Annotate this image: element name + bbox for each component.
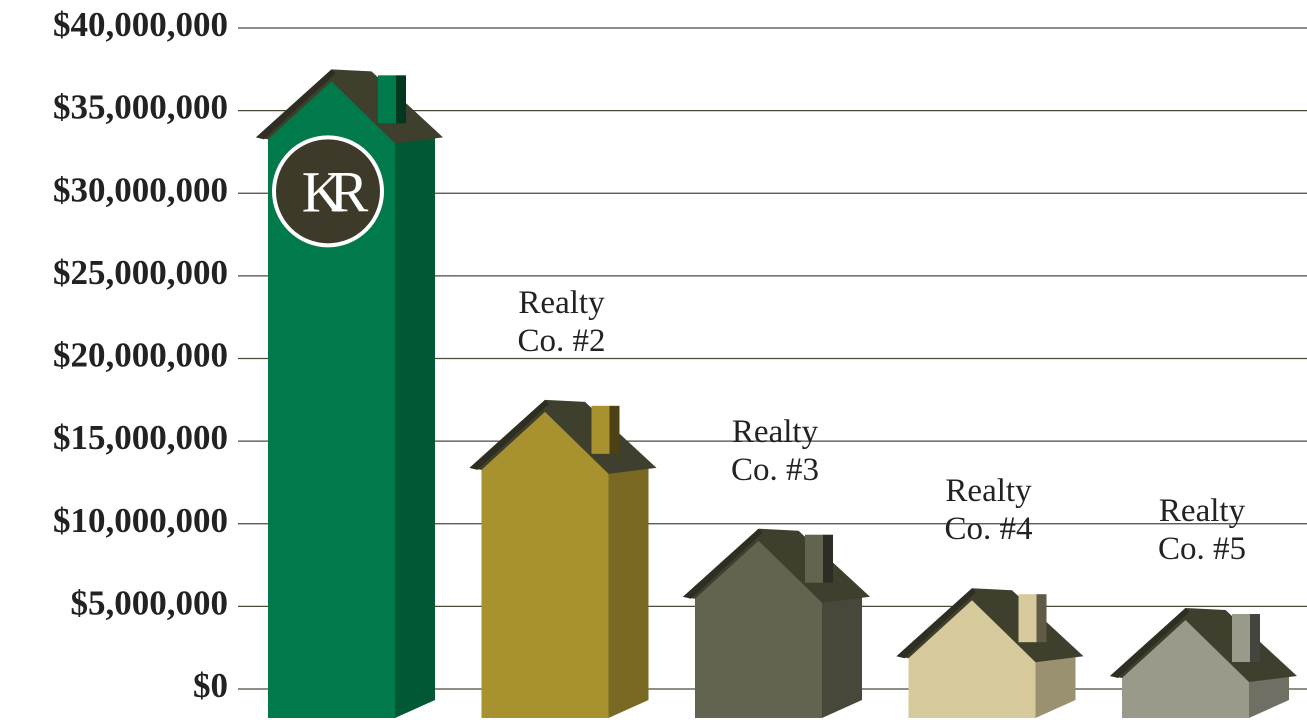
category-label: Realty Co. #4 [944, 473, 1033, 548]
chimney-side [823, 534, 833, 583]
y-tick-label: $40,000,000 [53, 5, 228, 44]
house-side [1035, 656, 1076, 718]
house-side [1249, 676, 1289, 718]
roof-edge [683, 528, 763, 599]
roof [256, 69, 443, 144]
bar [695, 538, 822, 718]
chimney [591, 405, 610, 454]
roof-edge [1110, 608, 1190, 679]
roof [469, 399, 657, 474]
bar [1122, 618, 1249, 718]
bar [481, 409, 609, 718]
chimney [378, 75, 396, 124]
y-tick-label: $20,000,000 [53, 336, 228, 375]
logo-badge [272, 135, 384, 248]
y-tick-label: $5,000,000 [71, 583, 229, 622]
chimney-side [609, 405, 620, 454]
roof-edge [896, 588, 976, 659]
chimney [805, 534, 823, 583]
house [1110, 608, 1297, 718]
house [469, 399, 657, 718]
category-label: Realty Co. #5 [1157, 493, 1246, 568]
house-side [608, 467, 649, 718]
house [896, 588, 1084, 718]
category-label: Realty Co. #2 [517, 284, 606, 359]
roof [683, 528, 870, 603]
roof-edge [256, 69, 336, 140]
chimney-side [396, 75, 406, 124]
roof-edge [469, 399, 549, 470]
house-side [822, 596, 862, 718]
y-tick-label: $15,000,000 [53, 418, 228, 457]
y-tick-label: $35,000,000 [53, 88, 228, 127]
category-label: Realty Co. #3 [730, 413, 819, 488]
chimney-side [1036, 594, 1047, 643]
roof [896, 588, 1084, 663]
chimney [1018, 594, 1037, 643]
y-tick-label: $25,000,000 [53, 253, 228, 292]
y-tick-label: $30,000,000 [53, 170, 228, 209]
chimney-side [1250, 614, 1260, 663]
house [683, 528, 870, 718]
y-tick-label: $10,000,000 [53, 501, 228, 540]
roof [1110, 608, 1297, 683]
y-tick-label: $0 [193, 666, 228, 705]
chimney [1232, 614, 1250, 663]
house-side [395, 137, 435, 718]
